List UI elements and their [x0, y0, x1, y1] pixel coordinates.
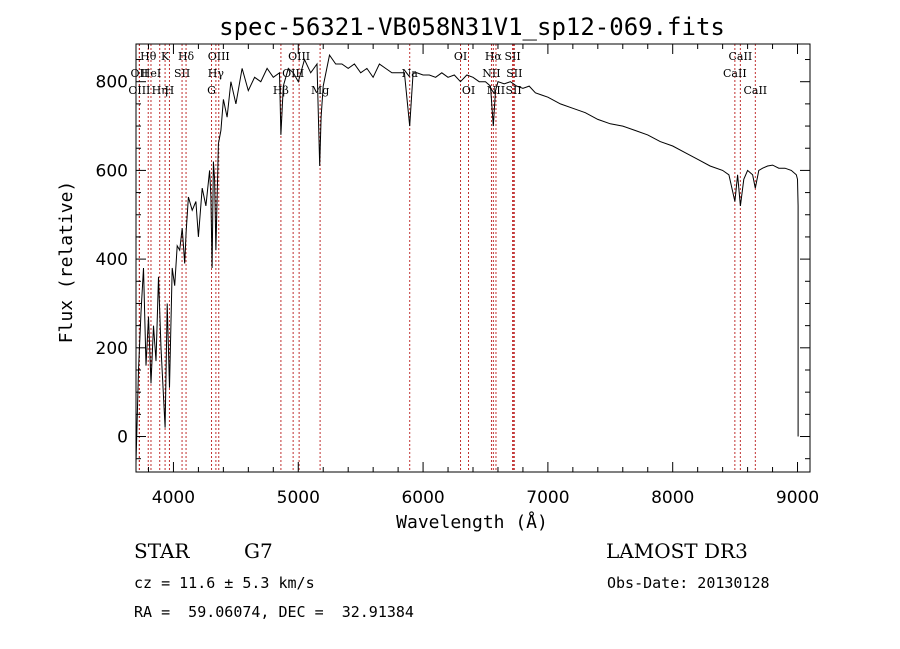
spectral-line-label: Na [402, 67, 419, 80]
spectral-line-label: HeI [141, 67, 161, 80]
spectral-line-label: OI [462, 84, 475, 97]
spectral-line-label: Hη [152, 84, 168, 97]
axis-ticks: 4000 5000 6000 7000 8000 9000 0 200 400 600 800 [96, 44, 819, 508]
spectral-line-label: K [161, 50, 170, 63]
y-tick-label: 600 [96, 161, 128, 181]
spectral-line-label: Hβ [273, 84, 289, 97]
spectral-line-label: CaII [729, 50, 753, 63]
chart-title: spec-56321-VB058N31V1_sp12-069.fits [219, 13, 725, 41]
spectral-line-label: OI [454, 50, 467, 63]
spectral-line-label: OIII [288, 50, 310, 63]
y-axis-label: Flux (relative) [56, 181, 77, 344]
x-tick-label: 4000 [152, 488, 195, 508]
y-tick-label: 400 [96, 250, 128, 270]
x-axis-label: Wavelength (Å) [396, 511, 548, 533]
x-tick-label: 7000 [526, 488, 569, 508]
x-tick-label: 8000 [651, 488, 694, 508]
spectral-line-label: SII [506, 67, 522, 80]
spectral-line-label: H [165, 84, 175, 97]
spectral-line-label: Hδ [178, 50, 195, 63]
spectral-line-label: SII [504, 50, 520, 63]
spectral-line-label: Hθ [140, 50, 157, 63]
spectral-line-label: OIII [128, 84, 150, 97]
spectral-line-label: Hγ [208, 67, 225, 80]
observation-date: Obs-Date: 20130128 [607, 574, 770, 592]
y-tick-label: 800 [96, 73, 128, 93]
x-tick-label: 5000 [277, 488, 320, 508]
spectral-line-label: G [207, 84, 216, 97]
x-tick-label: 6000 [401, 488, 444, 508]
spectral-line-label: CaII [743, 84, 767, 97]
spectral-line-label: NII [482, 67, 500, 80]
survey-name: LAMOST DR3 [606, 539, 748, 563]
redshift-cz: cz = 11.6 ± 5.3 km/s [134, 574, 315, 592]
x-tick-label: 9000 [776, 488, 819, 508]
object-class: STAR [134, 539, 190, 563]
spectral-line-label: OIII [208, 50, 230, 63]
spectral-line-label: Hα [485, 50, 503, 63]
spectral-line-label: OII [131, 67, 149, 80]
spectral-line-label: SII [505, 84, 521, 97]
spectral-line-label: Mg [311, 84, 329, 97]
ra-dec: RA = 59.06074, DEC = 32.91384 [134, 603, 414, 621]
spectral-line-label: CaII [723, 67, 747, 80]
spectral-line-label: SII [174, 67, 190, 80]
y-tick-label: 0 [117, 428, 128, 448]
y-tick-label: 200 [96, 339, 128, 359]
object-subclass: G7 [244, 539, 273, 563]
spectral-line-markers [138, 44, 756, 472]
flux-series-line [135, 53, 799, 464]
plot-frame [135, 43, 811, 473]
